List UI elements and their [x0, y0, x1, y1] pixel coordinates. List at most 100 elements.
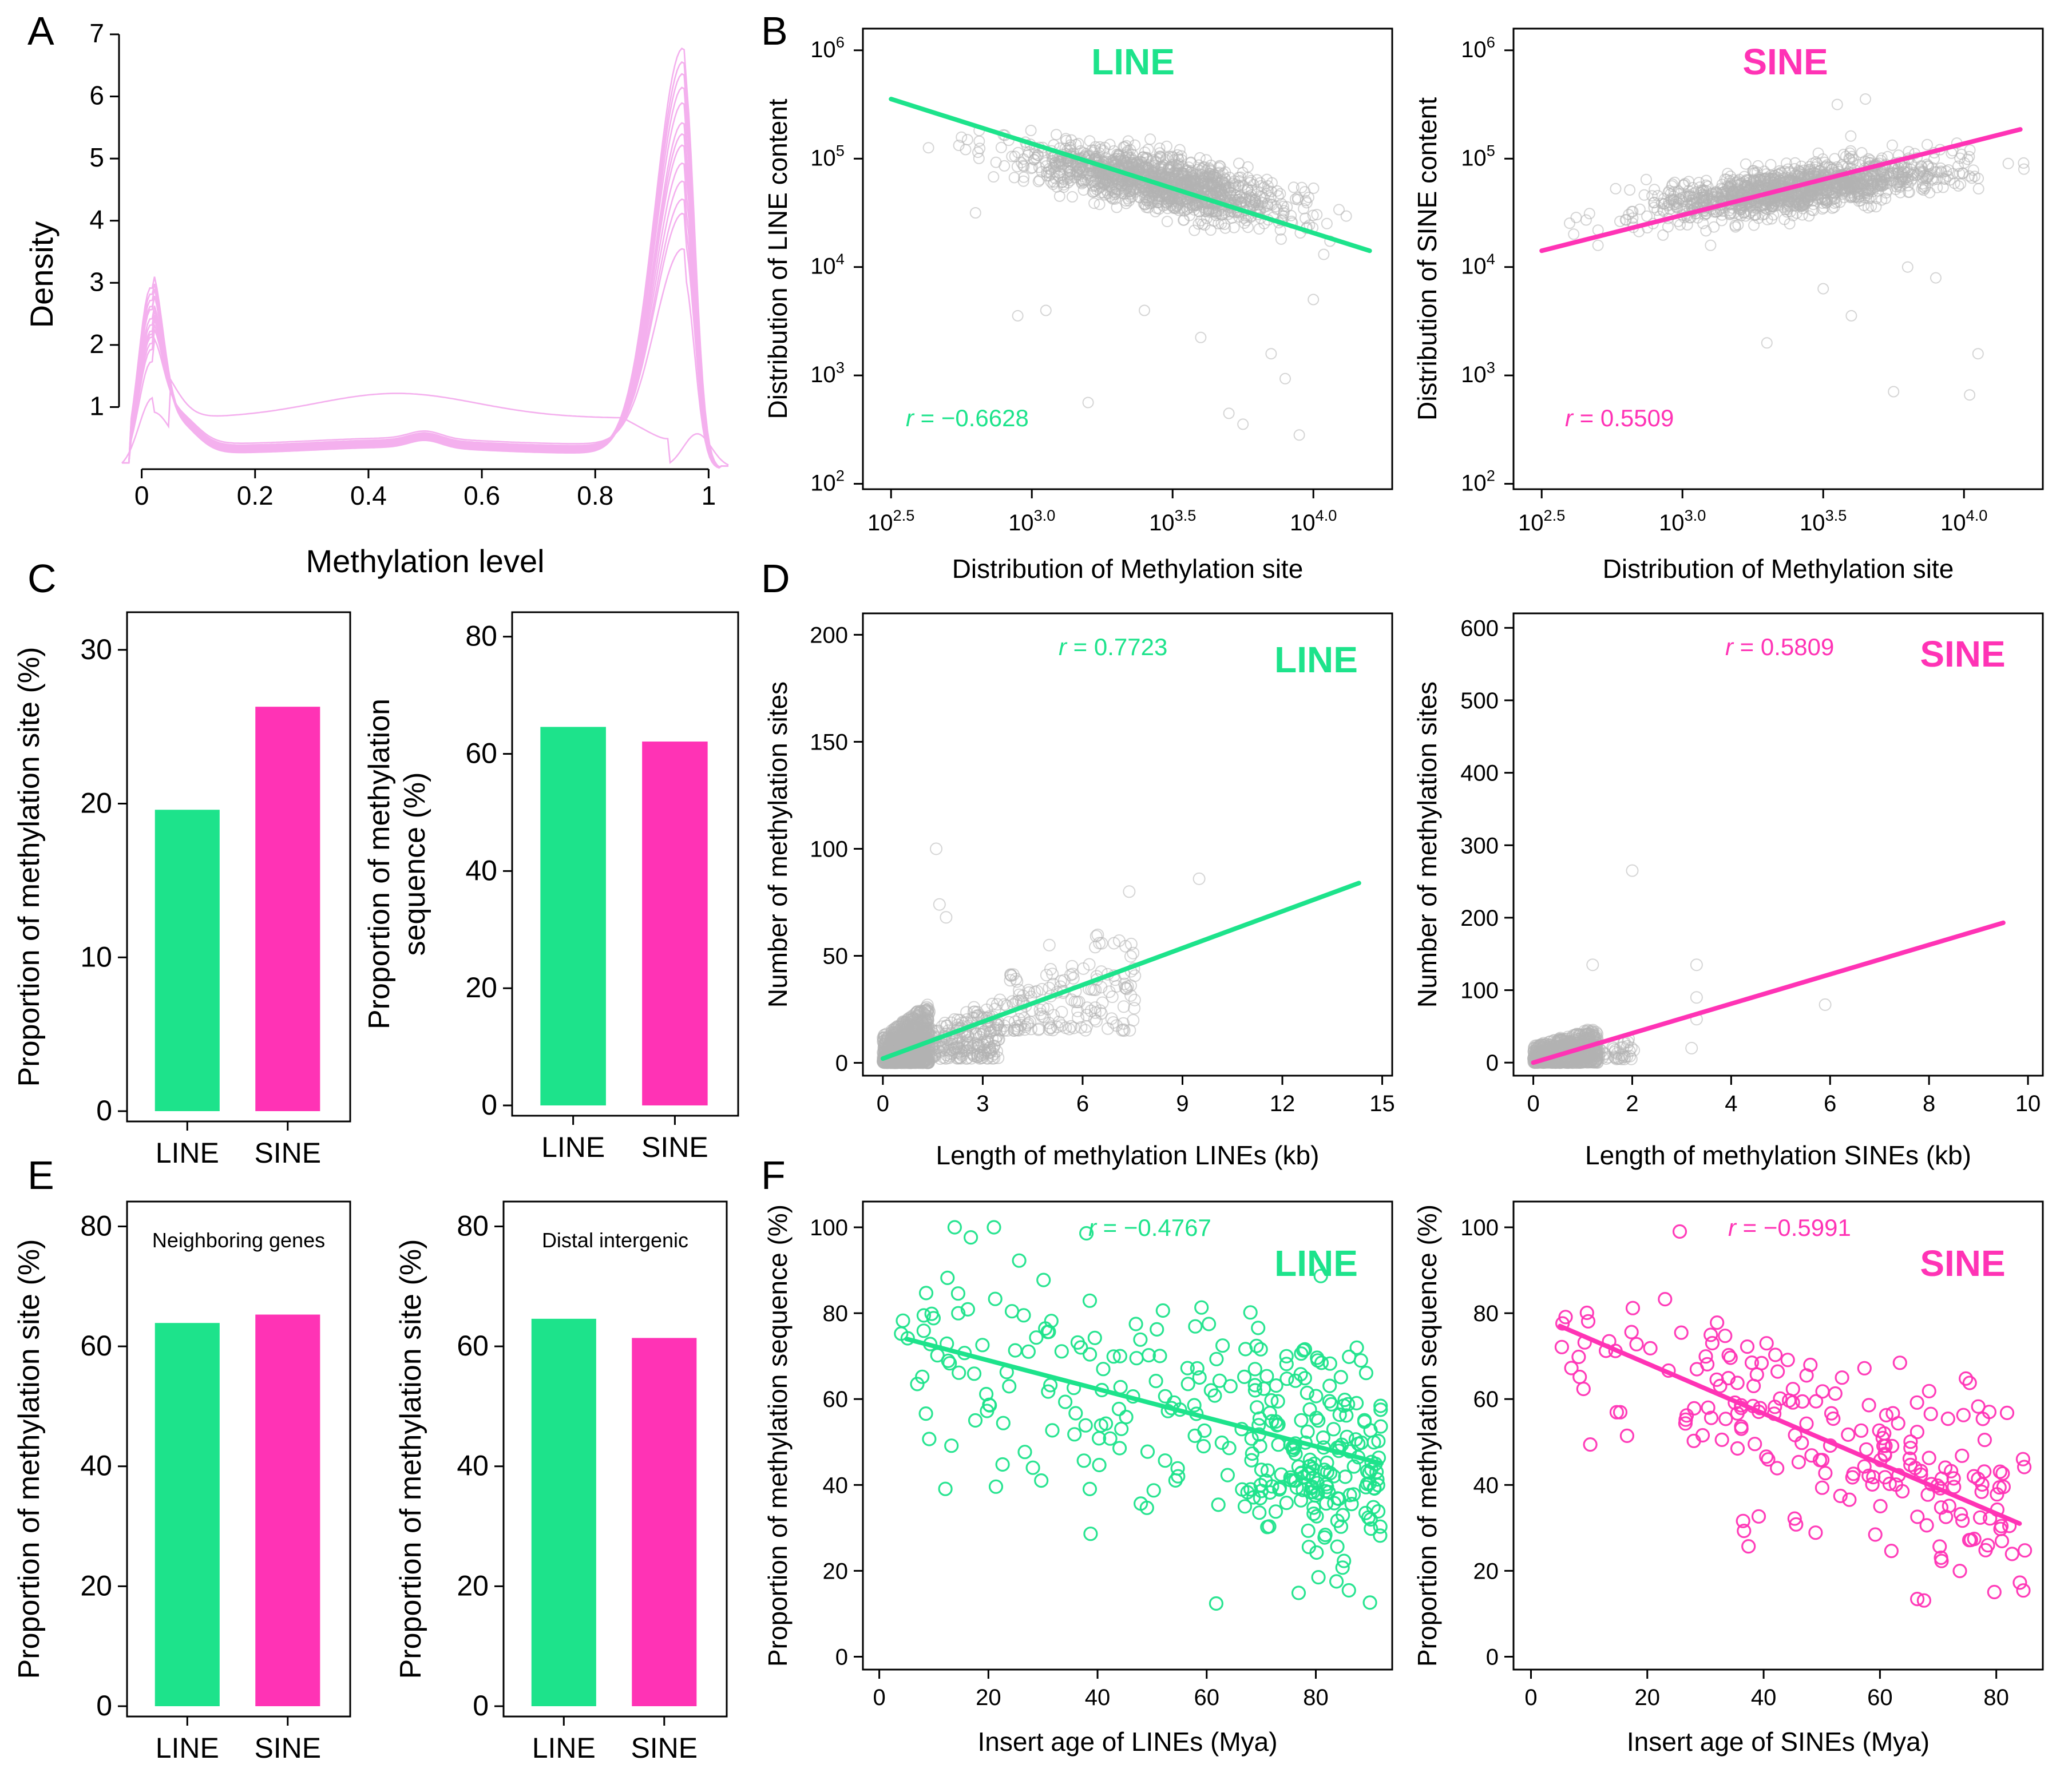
data-point	[1901, 167, 1913, 179]
data-point	[988, 1040, 1001, 1053]
data-point	[1266, 199, 1278, 211]
regression-line	[1539, 127, 2023, 253]
data-point	[1080, 1020, 1093, 1033]
x-axis-label: Methylation level	[306, 543, 544, 579]
data-point	[1139, 304, 1150, 316]
y-tick-label: 5	[89, 142, 104, 172]
correlation-value: = −0.6628	[914, 405, 1029, 431]
y-axis-label: Distribution of LINE content	[763, 98, 793, 419]
data-point	[1761, 337, 1773, 349]
data-point	[1627, 212, 1639, 224]
data-point	[1340, 210, 1352, 222]
data-point	[1799, 191, 1811, 203]
data-point	[1004, 974, 1017, 987]
data-point	[1084, 135, 1096, 147]
data-point	[1584, 1028, 1597, 1041]
data-point	[1563, 1037, 1576, 1050]
data-point	[1213, 162, 1225, 174]
data-point	[1674, 219, 1686, 231]
data-point	[1152, 153, 1164, 165]
data-point	[1046, 155, 1058, 167]
data-point	[1127, 946, 1140, 960]
data-point	[1196, 175, 1208, 187]
data-point	[1161, 216, 1173, 228]
data-point	[1045, 168, 1057, 180]
series-title: LINE	[1274, 639, 1358, 680]
data-point	[1561, 1056, 1574, 1069]
data-point	[1665, 188, 1677, 200]
data-point	[918, 1004, 932, 1017]
data-point	[1938, 173, 1950, 185]
data-point	[1177, 161, 1189, 173]
data-point	[1008, 172, 1020, 184]
data-point	[1262, 198, 1274, 210]
data-point	[1837, 149, 1849, 160]
data-point	[974, 1028, 988, 1041]
y-tick-label: 200	[1460, 906, 1499, 931]
data-point	[1845, 192, 1856, 204]
data-point	[1918, 170, 1930, 182]
data-point	[1583, 208, 1595, 220]
x-tick-label: 103.5	[1149, 506, 1196, 536]
y-tick-label: 106	[810, 33, 845, 62]
data-point	[1741, 174, 1753, 186]
data-point	[1193, 872, 1206, 885]
data-point	[1188, 224, 1201, 236]
data-point	[1091, 928, 1104, 941]
data-point	[1080, 1001, 1094, 1014]
data-point	[1205, 224, 1217, 236]
data-point	[1874, 173, 1885, 185]
data-point	[1858, 200, 1870, 211]
data-point	[1201, 184, 1213, 196]
data-point	[1065, 134, 1077, 146]
data-point	[1846, 150, 1858, 162]
data-point	[1865, 191, 1877, 203]
data-point	[952, 1041, 965, 1055]
data-point	[1966, 172, 1978, 184]
data-point	[965, 1041, 978, 1055]
data-point	[1121, 980, 1134, 993]
data-point	[1115, 1024, 1128, 1037]
data-point	[1669, 176, 1681, 188]
data-point	[1955, 178, 1967, 190]
data-point	[1148, 189, 1160, 201]
data-point	[1845, 145, 1857, 157]
x-tick-label: 102.5	[867, 506, 914, 536]
data-point	[1017, 160, 1029, 172]
x-tick-label: 103.5	[1800, 506, 1847, 536]
x-tick-label: 0.8	[577, 481, 613, 510]
data-point	[1265, 348, 1277, 360]
data-point	[1816, 203, 1828, 215]
data-point	[1789, 163, 1801, 175]
data-point	[1117, 1000, 1130, 1013]
data-point	[899, 1025, 912, 1038]
data-point	[1716, 209, 1728, 221]
data-point	[1107, 937, 1120, 950]
x-tick-label: 15	[1369, 1091, 1395, 1116]
y-tick-label: 4	[89, 205, 104, 235]
data-point	[1725, 207, 1737, 219]
data-point	[961, 1029, 974, 1042]
data-point	[2018, 163, 2030, 175]
data-point	[1311, 209, 1323, 221]
x-tick-label: 12	[1270, 1091, 1296, 1116]
data-point	[1088, 176, 1100, 188]
data-point	[1128, 993, 1141, 1006]
data-point	[1917, 181, 1929, 193]
correlation-symbol: r	[1565, 405, 1574, 431]
data-point	[1673, 193, 1685, 205]
data-point	[1796, 209, 1808, 221]
data-point	[1169, 173, 1181, 185]
series-title: LINE	[1091, 41, 1175, 82]
x-tick-label: 6	[1824, 1091, 1836, 1116]
data-point	[1089, 984, 1102, 997]
data-point	[1239, 193, 1251, 205]
data-point	[1150, 157, 1162, 169]
data-point	[1716, 215, 1728, 227]
regression-line	[889, 97, 1372, 253]
data-point	[1194, 152, 1206, 164]
